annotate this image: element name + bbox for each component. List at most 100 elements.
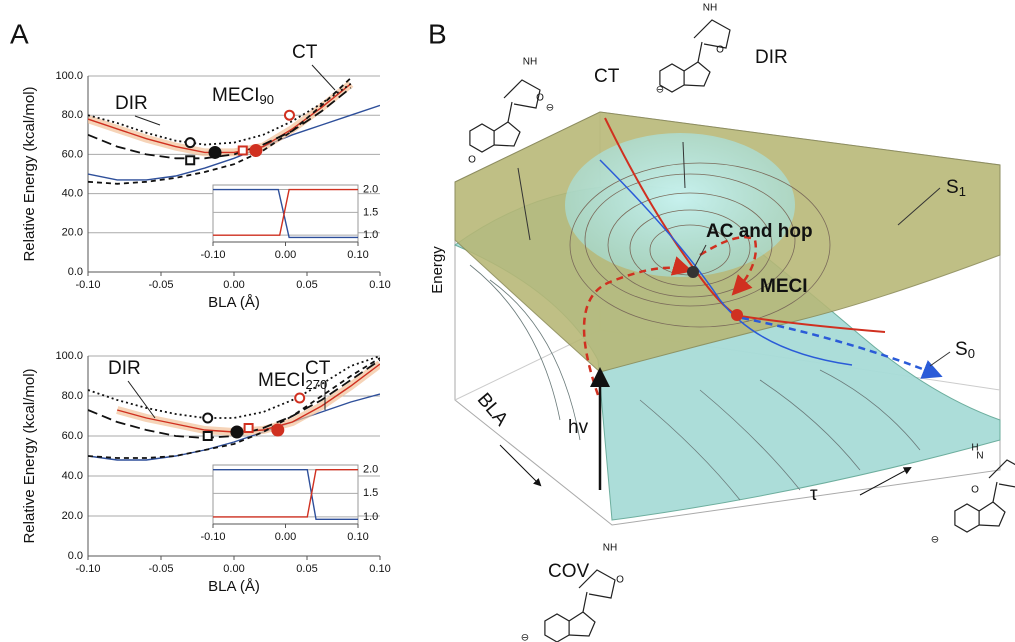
point [230, 425, 244, 439]
atom-label: ⊖ [521, 633, 529, 642]
point [249, 143, 263, 157]
s0-text: S [955, 339, 968, 360]
y-tick-label: 60.0 [62, 148, 83, 160]
molecule: NH O ⊖ [656, 3, 731, 96]
line [88, 393, 380, 461]
x-tick-label: 0.10 [369, 563, 390, 575]
y-tick-label: 20.0 [62, 510, 83, 522]
point [271, 423, 285, 437]
point [294, 392, 306, 404]
y-tick-label: 1.5 [363, 206, 378, 218]
s0-sub: 0 [968, 346, 975, 361]
y-tick-label: 40.0 [62, 470, 83, 482]
ring [978, 501, 1006, 527]
inset-bg [212, 184, 359, 243]
ring [659, 63, 685, 93]
x-axis-label: BLA (Å) [208, 578, 260, 595]
molecule: NH O ⊖ [521, 543, 624, 642]
y-tick-label: 2.0 [363, 183, 378, 195]
meci-label: MECI90 [212, 85, 274, 107]
x-tick-label: 0.10 [347, 249, 368, 261]
y-tick-label: 1.0 [363, 511, 378, 523]
series-group [213, 469, 358, 520]
atom-label: ⊖ [656, 85, 664, 96]
leader-line [134, 115, 161, 126]
atom-label: O [716, 45, 724, 56]
series-group [213, 188, 358, 239]
ct-label: CT [594, 66, 620, 87]
atom-label: N [976, 451, 983, 462]
y-tick-label: 1.0 [363, 229, 378, 241]
line [88, 357, 380, 459]
annotation: DIR [108, 358, 141, 379]
y-tick-label: 2.0 [363, 464, 378, 476]
x-tick-label: 0.00 [275, 249, 296, 261]
ac-hop-label: AC and hop [706, 221, 813, 242]
y-tick-label: 60.0 [62, 430, 83, 442]
line [88, 356, 380, 419]
y-axis-label: Relative Energy (kcal/mol) [21, 86, 38, 261]
line [213, 188, 358, 236]
ring [683, 61, 711, 87]
panel-label: A [10, 18, 29, 49]
annotation: CT [305, 358, 331, 379]
s1-label: S1 [946, 177, 966, 199]
dir-label: DIR [755, 47, 788, 68]
point [185, 155, 196, 166]
atom-label: O [616, 575, 624, 586]
molecule: HN O ⊖ [931, 443, 1015, 546]
ring [568, 611, 596, 637]
x-tick-label: -0.05 [148, 563, 173, 575]
panel-label: B [428, 18, 447, 49]
y-tick-label: 40.0 [62, 188, 83, 200]
x-tick-label: 0.10 [369, 279, 390, 291]
x-tick-label: 0.05 [296, 279, 317, 291]
atom-label: O [971, 485, 979, 496]
leader-line [127, 380, 156, 419]
x-tick-label: 0.05 [296, 563, 317, 575]
point [202, 412, 214, 424]
annotation: DIR [115, 93, 148, 114]
point [237, 145, 248, 156]
meci-label: MECI270 [258, 370, 327, 392]
atom-label: O [468, 155, 476, 166]
meci-text: MECI [212, 85, 260, 106]
atom-label: NH [703, 3, 717, 14]
y-axis-label: Relative Energy (kcal/mol) [21, 368, 38, 543]
molecule: NHO⊖O [468, 57, 554, 166]
point [184, 137, 196, 149]
meci-sub: 90 [260, 92, 274, 107]
meci-sub: 270 [306, 377, 328, 392]
x-tick-label: -0.10 [75, 279, 100, 291]
s1-sub: 1 [959, 184, 966, 199]
point [208, 145, 222, 159]
ring [503, 79, 541, 123]
surface-diagram [453, 111, 1001, 526]
s0-label: S0 [955, 339, 975, 361]
x-tick-label: -0.10 [75, 563, 100, 575]
ring [469, 123, 495, 153]
bla-label: BLA [473, 389, 512, 430]
curve-glow [116, 360, 380, 437]
ring [544, 613, 570, 642]
inset-bg [212, 464, 359, 525]
chart: 0.0 20.0 40.0 60.0 80.0 100.0 -0.10 -0.05 0.00 0.… [21, 42, 391, 311]
x-tick-label: -0.05 [148, 279, 173, 291]
point [283, 109, 295, 121]
ring [988, 459, 1015, 503]
x-axis-label: BLA (Å) [208, 294, 260, 311]
ring [493, 121, 521, 147]
leader-line [311, 64, 336, 91]
x-tick-label: 0.00 [223, 563, 244, 575]
x-tick-label: -0.10 [200, 249, 225, 261]
y-tick-label: 0.0 [68, 550, 83, 562]
atom-label: NH [523, 57, 537, 68]
x-tick-label: -0.10 [200, 531, 225, 543]
atom-label: O [536, 93, 544, 104]
atom-label: ⊖ [931, 535, 939, 546]
x-tick-label: 0.10 [347, 531, 368, 543]
atom-label: ⊖ [546, 103, 554, 114]
chart: 1.0 1.5 2.0 -0.10 0.00 0.10 [200, 464, 378, 543]
meci-text: MECI [258, 370, 306, 391]
